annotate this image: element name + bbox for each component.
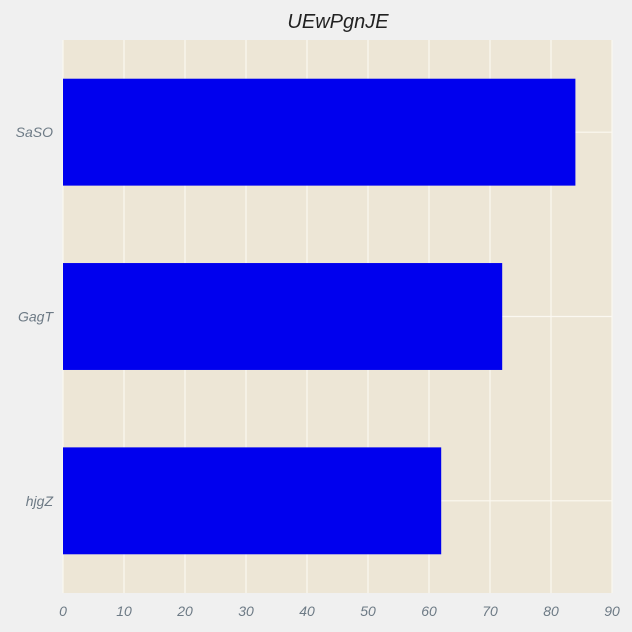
- x-tick-label: 0: [59, 603, 67, 619]
- x-tick-label: 60: [421, 603, 437, 619]
- x-tick-label: 10: [116, 603, 132, 619]
- x-tick-label: 50: [360, 603, 376, 619]
- y-tick-label: SaSO: [16, 124, 53, 140]
- x-tick-label: 70: [482, 603, 498, 619]
- x-tick-label: 20: [176, 603, 193, 619]
- bar-gagt: [63, 263, 503, 370]
- bar-saso: [63, 78, 576, 186]
- x-tick-label: 90: [604, 603, 620, 619]
- y-tick-label: hjgZ: [26, 493, 54, 509]
- x-axis-ticks: 0 10 20 30 40 50 60 70 80 90: [59, 603, 620, 619]
- y-axis-ticks: SaSO GagT hjgZ: [16, 124, 55, 509]
- x-tick-label: 30: [238, 603, 254, 619]
- bars: [63, 78, 576, 555]
- x-tick-label: 80: [543, 603, 559, 619]
- x-tick-label: 40: [299, 603, 315, 619]
- chart-title: UEwPgnJE: [287, 11, 389, 33]
- y-tick-label: GagT: [18, 309, 54, 325]
- bar-hjgz: [63, 447, 442, 555]
